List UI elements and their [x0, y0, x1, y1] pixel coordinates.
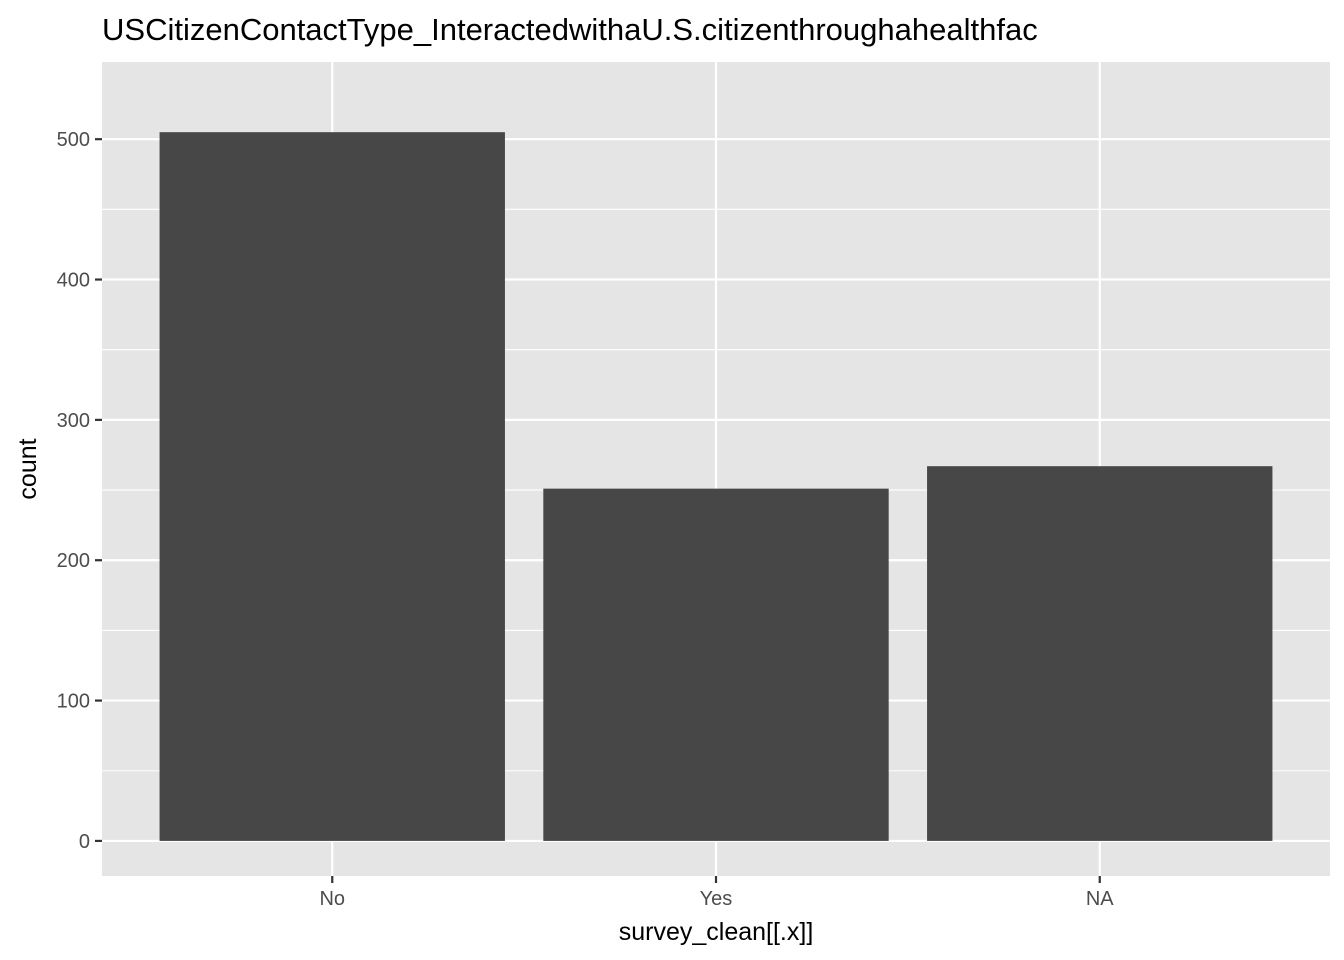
x-axis-title: survey_clean[[.x]] [619, 918, 814, 946]
y-tick-label: 200 [57, 550, 90, 572]
bar-yes [543, 488, 889, 841]
x-tick-label: NA [1086, 888, 1114, 910]
x-tick-label: No [319, 888, 345, 910]
bar-na [927, 466, 1273, 841]
y-axis: 0 100 200 300 400 500 [57, 129, 102, 853]
x-tick-label: Yes [700, 888, 733, 910]
y-tick-label: 100 [57, 691, 90, 713]
y-tick-label: 300 [57, 410, 90, 432]
y-tick-label: 500 [57, 129, 90, 151]
bars [159, 132, 1273, 841]
y-tick-label: 400 [57, 270, 90, 292]
y-tick-label: 0 [79, 831, 90, 853]
chart-title: USCitizenContactType_InteractedwithaU.S.… [102, 12, 1038, 47]
x-axis: No Yes NA [319, 876, 1114, 910]
bar-no [159, 132, 505, 841]
y-axis-title: count [14, 438, 42, 499]
